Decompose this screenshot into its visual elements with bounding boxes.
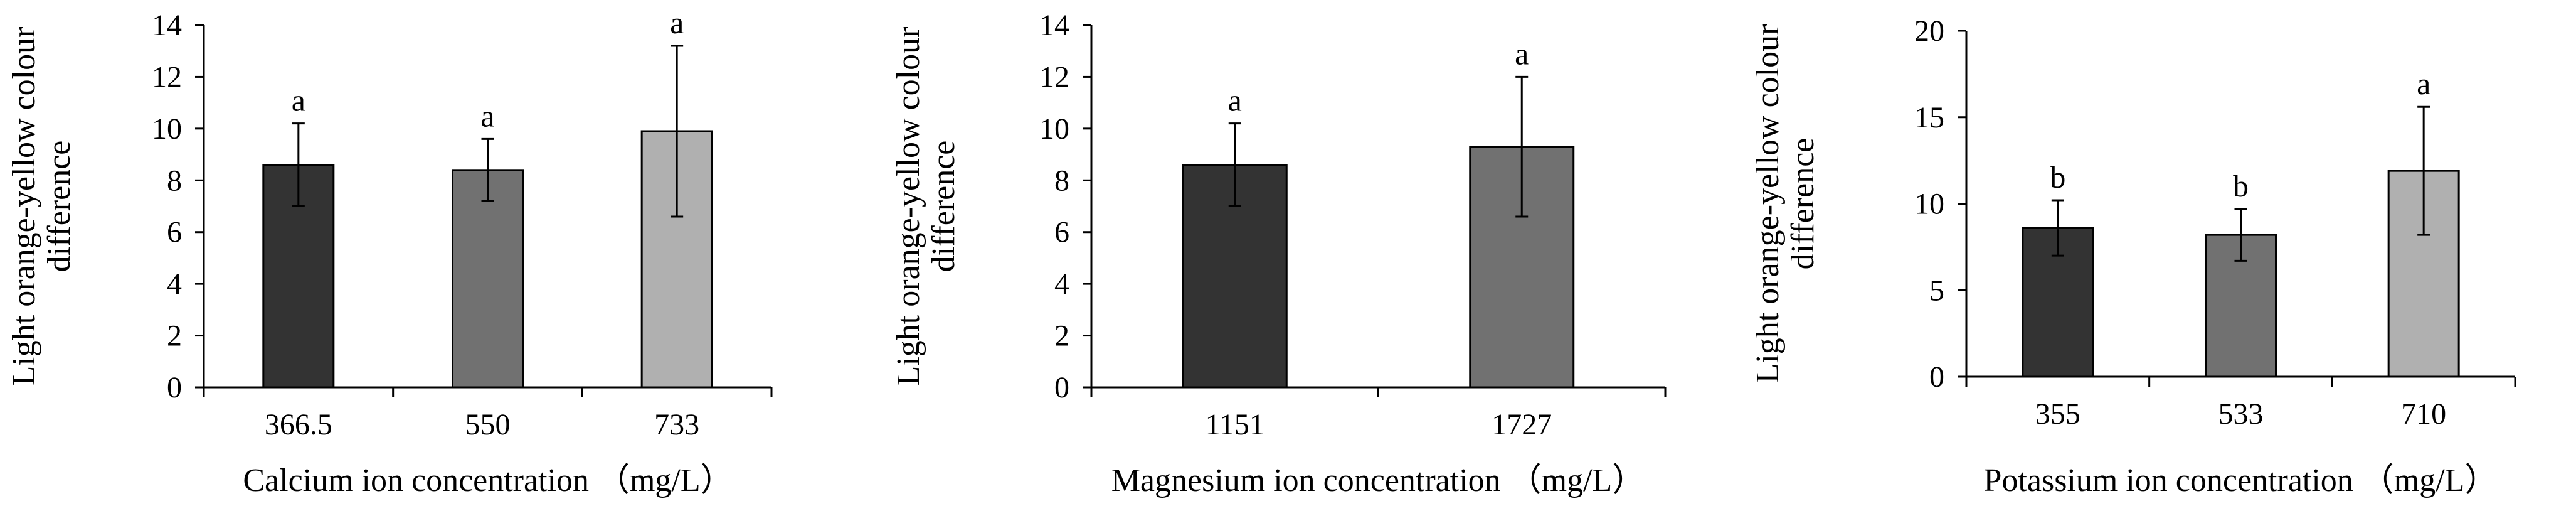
x-axis-title: Potassium ion concentration （mg/L） xyxy=(1984,463,2498,498)
y-tick-label: 6 xyxy=(167,216,182,249)
significance-letter: a xyxy=(1228,83,1242,118)
x-tick-label: 1727 xyxy=(1492,408,1552,441)
error-bar xyxy=(2417,105,2430,236)
y-tick-label: 5 xyxy=(1929,274,1944,307)
x-axis-title: Calcium ion concentration （mg/L） xyxy=(243,463,733,498)
y-axis-title: Light orange-yellow colourdifference xyxy=(891,27,962,386)
y-tick-label: 14 xyxy=(1039,9,1069,42)
y-tick-label: 12 xyxy=(1039,60,1069,94)
error-bar xyxy=(292,122,305,207)
x-axis-title: Magnesium ion concentration （mg/L） xyxy=(1111,463,1645,498)
x-tick-label: 733 xyxy=(654,408,699,441)
y-tick-label: 0 xyxy=(1054,371,1069,404)
y-tick-label: 10 xyxy=(1914,188,1944,221)
y-tick-label: 12 xyxy=(152,60,182,94)
y-tick-label: 8 xyxy=(1054,164,1069,197)
y-tick-label: 2 xyxy=(167,320,182,353)
y-tick-label: 20 xyxy=(1914,14,1944,48)
error-bar xyxy=(2051,199,2064,257)
x-tick-label: 1151 xyxy=(1206,408,1264,441)
y-tick-label: 10 xyxy=(152,112,182,146)
error-bar xyxy=(1228,122,1241,207)
y-tick-label: 14 xyxy=(152,9,182,42)
y-axis-title: Light orange-yellow colourdifference xyxy=(1750,24,1821,384)
chart-panel-2: 0 2 4 6 8 10 12 14 a 1151 a 1727 Light orange-yellow… xyxy=(891,9,1667,498)
y-tick-label: 4 xyxy=(1054,267,1069,301)
significance-letter: a xyxy=(670,5,684,40)
error-bar xyxy=(2234,208,2247,262)
x-tick-label: 550 xyxy=(465,408,511,441)
y-tick-label: 6 xyxy=(1054,216,1069,249)
significance-letter: b xyxy=(2050,159,2065,195)
chart-panel-3: 0 5 10 15 20 b 355 b 533 a 710 Light orange-yellow … xyxy=(1750,14,2516,498)
significance-letter: a xyxy=(1515,36,1529,71)
y-axis-title: Light orange-yellow colourdifference xyxy=(6,27,77,386)
y-tick-label: 15 xyxy=(1914,101,1944,134)
bar xyxy=(452,169,524,389)
y-tick-label: 0 xyxy=(167,371,182,404)
chart-panel-1: 0 2 4 6 8 10 12 14 a 366.5 a 550 a 733 Light orange-ye… xyxy=(6,5,773,498)
significance-letter: b xyxy=(2233,168,2249,203)
error-bar xyxy=(1515,75,1529,218)
error-bar xyxy=(671,45,684,218)
x-tick-label: 355 xyxy=(2035,397,2080,431)
significance-letter: a xyxy=(2417,66,2430,101)
y-tick-label: 2 xyxy=(1054,320,1069,353)
x-tick-label: 533 xyxy=(2218,397,2264,431)
error-bar xyxy=(481,137,494,202)
y-tick-label: 8 xyxy=(167,164,182,197)
significance-letter: a xyxy=(480,98,494,133)
significance-letter: a xyxy=(292,83,305,118)
x-tick-label: 710 xyxy=(2401,397,2446,431)
y-tick-label: 4 xyxy=(167,267,182,301)
y-tick-label: 10 xyxy=(1039,112,1069,146)
y-tick-label: 0 xyxy=(1929,360,1944,394)
x-tick-label: 366.5 xyxy=(265,408,332,441)
